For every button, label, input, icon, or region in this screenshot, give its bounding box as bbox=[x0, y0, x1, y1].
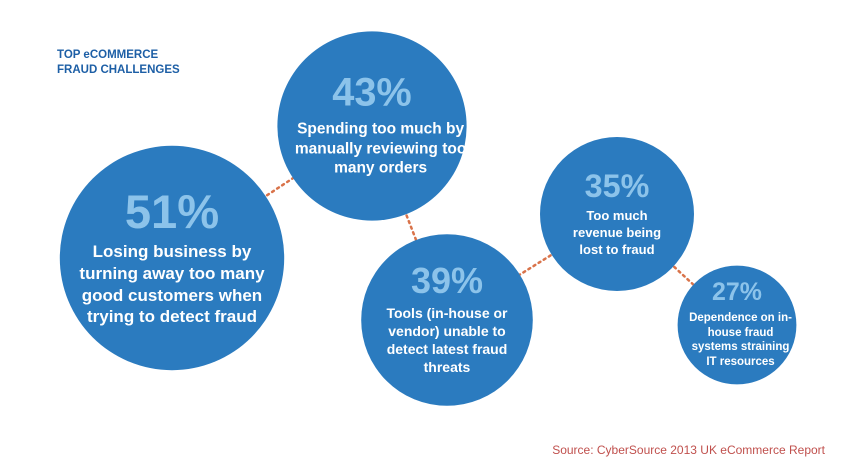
value-label: 35% bbox=[584, 167, 650, 204]
bubble-text: 43% Spending too much by manually reviewi… bbox=[292, 70, 466, 178]
value-label: 39% bbox=[410, 260, 484, 302]
bubble bbox=[277, 31, 467, 221]
bubble-text: 39% Tools (in-house or vendor) unable to … bbox=[374, 263, 520, 377]
bubble bbox=[59, 145, 285, 371]
bubble bbox=[677, 265, 797, 385]
category-label: Tools (in-house or vendor) unable to det… bbox=[386, 305, 508, 375]
category-label: Dependence on in-house fraud systems str… bbox=[689, 312, 792, 369]
category-label: Spending too much by manually reviewing … bbox=[294, 120, 467, 177]
bubble-text: 51% Losing business by turning away too m… bbox=[77, 188, 268, 328]
bubble bbox=[361, 234, 533, 406]
chart-title: TOP eCOMMERCE FRAUD CHALLENGES bbox=[57, 49, 180, 76]
source-note: Source: CyberSource 2013 UK eCommerce Re… bbox=[552, 443, 825, 457]
value-label: 27% bbox=[712, 278, 762, 307]
bubble-text: 27% Dependence on in-house fraud systems … bbox=[687, 278, 792, 370]
bubble-text: 35% Too much revenue being lost to fraud bbox=[552, 170, 683, 258]
value-label: 51% bbox=[124, 184, 220, 238]
bubble bbox=[540, 137, 694, 291]
category-label: Too much revenue being lost to fraud bbox=[572, 208, 662, 257]
category-label: Losing business by turning away too many… bbox=[79, 242, 265, 327]
value-label: 43% bbox=[332, 70, 412, 115]
